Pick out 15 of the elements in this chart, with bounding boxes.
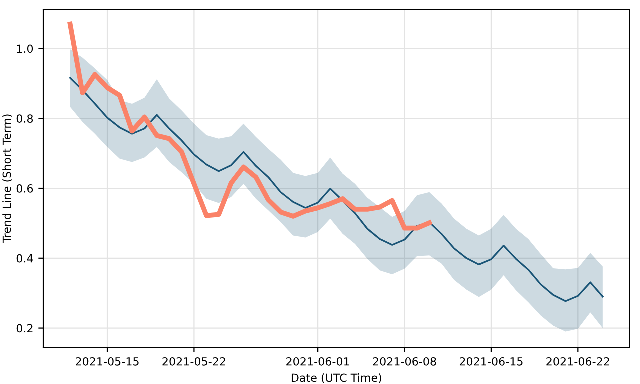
line-series [70, 77, 604, 302]
y-tick-label: 0.4 [16, 254, 34, 263]
y-tick-label: 0.2 [16, 324, 33, 333]
x-tick-label: 2021-05-15 [76, 357, 139, 366]
y-tick-label: 1.0 [17, 44, 34, 54]
y-tick-label: 0.6 [16, 184, 34, 193]
x-tick-label: 2021-05-22 [162, 357, 226, 366]
y-tick-label: 0.8 [16, 114, 34, 124]
line-series [68, 22, 432, 231]
x-axis-title: Date (UTC Time) [292, 374, 382, 384]
x-tick-label: 2021-06-22 [546, 357, 610, 366]
y-axis-title: Trend Line (Short Term) [2, 114, 13, 244]
x-tick-label: 2021-06-15 [460, 357, 523, 366]
x-tick-label: 2021-06-08 [373, 357, 436, 366]
x-tick-label: 2021-06-01 [286, 357, 350, 366]
